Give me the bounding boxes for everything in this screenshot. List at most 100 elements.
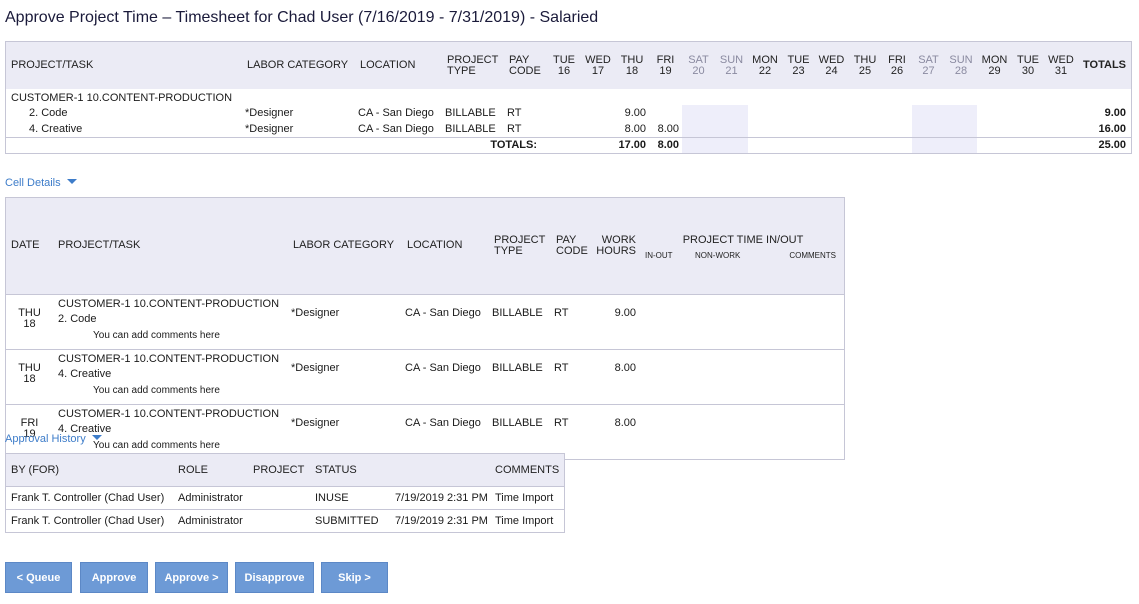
day-hours-cell[interactable] [882, 121, 912, 137]
day-number: 25 [858, 64, 872, 77]
col-location: LOCATION [360, 59, 416, 71]
entry-location: CA - San Diego [405, 306, 481, 319]
cell-detail-row: THU 18 CUSTOMER-1 10.CONTENT-PRODUCTION 2. … [6, 294, 844, 349]
entry-comments [780, 349, 844, 404]
cd-col-labor-category: LABOR CATEGORY [293, 239, 395, 252]
day-hours-cell[interactable] [1044, 105, 1078, 121]
day-hours-cell[interactable] [782, 105, 815, 121]
entry-comments [780, 404, 844, 459]
project-name: CUSTOMER-1 10.CONTENT-PRODUCTION [11, 92, 233, 104]
cell-details-header-row: DATE PROJECT/TASK LABOR CATEGORY LOCATIO… [6, 198, 844, 256]
skip-button[interactable]: Skip > [321, 562, 388, 593]
grand-total: 25.00 [1098, 139, 1126, 152]
approval-history-toggle[interactable]: Approval History [5, 433, 102, 445]
ah-col-date [385, 454, 490, 486]
entry-labor: *Designer [291, 416, 340, 429]
day-hours-cell[interactable] [682, 137, 715, 153]
day-hours-cell[interactable] [715, 105, 748, 121]
day-hours-cell[interactable] [748, 105, 782, 121]
day-hours-cell[interactable] [977, 137, 1012, 153]
day-hours-cell[interactable]: 8.00 [624, 122, 646, 135]
approval-history-label: Approval History [5, 433, 86, 445]
day-hours-cell[interactable] [848, 105, 882, 121]
cd-col-location: LOCATION [407, 239, 463, 252]
day-number: 29 [988, 64, 1001, 77]
day-number: 28 [954, 64, 968, 77]
day-hours-cell[interactable] [581, 137, 615, 153]
entry-location: CA - San Diego [405, 416, 481, 429]
day-hours-cell[interactable] [715, 137, 748, 153]
cell-details-table: DATE PROJECT/TASK LABOR CATEGORY LOCATIO… [5, 197, 845, 460]
col-pay-code: PAY CODE [509, 53, 541, 77]
day-hours-cell[interactable] [682, 121, 715, 137]
row-total: 16.00 [1098, 122, 1126, 135]
day-hours-cell[interactable] [547, 105, 581, 121]
day-hours-cell[interactable]: 8.00 [657, 139, 679, 152]
day-hours-cell[interactable] [1012, 137, 1044, 153]
day-hours-cell[interactable] [547, 121, 581, 137]
day-hours-cell[interactable] [748, 121, 782, 137]
cd-col-project-task: PROJECT/TASK [58, 239, 141, 252]
day-number: 21 [725, 64, 738, 77]
task-name: 2. Code [29, 107, 68, 119]
day-hours-cell[interactable]: 9.00 [624, 107, 646, 119]
day-hours-cell[interactable] [1012, 105, 1044, 121]
queue-button[interactable]: < Queue [5, 562, 72, 593]
approval-comments: Time Import [495, 491, 554, 504]
day-hours-cell[interactable] [815, 105, 848, 121]
day-hours-cell[interactable] [581, 105, 615, 121]
day-hours-cell[interactable] [547, 137, 581, 153]
day-hours-cell[interactable]: 8.00 [657, 122, 679, 135]
day-hours-cell[interactable] [1012, 121, 1044, 137]
entry-hours: 9.00 [614, 306, 636, 319]
approve-button[interactable]: Approve [80, 562, 148, 593]
day-hours-cell[interactable] [649, 105, 682, 121]
entry-labor: *Designer [291, 361, 340, 374]
day-hours-cell[interactable] [848, 137, 882, 153]
cell-details-toggle[interactable]: Cell Details [5, 177, 77, 189]
day-hours-cell[interactable] [782, 137, 815, 153]
day-hours-cell[interactable] [882, 137, 912, 153]
day-hours-cell[interactable] [882, 105, 912, 121]
day-number: 18 [625, 64, 639, 77]
day-hours-cell[interactable] [581, 121, 615, 137]
day-hours-cell[interactable] [848, 121, 882, 137]
day-number: 30 [1021, 64, 1035, 77]
approval-status: SUBMITTED [315, 514, 379, 527]
day-of-week: SAT [688, 53, 709, 66]
day-hours-cell[interactable] [912, 121, 945, 137]
day-hours-cell[interactable]: 17.00 [618, 139, 646, 152]
task-row: 2. Code *Designer CA - San Diego BILLABLE RT… [6, 105, 1131, 121]
day-of-week: THU [620, 53, 644, 66]
day-hours-cell[interactable] [715, 121, 748, 137]
entry-comment[interactable]: You can add comments here [93, 439, 220, 451]
day-hours-cell[interactable] [815, 137, 848, 153]
day-hours-cell[interactable] [815, 121, 848, 137]
day-hours-cell[interactable] [945, 105, 977, 121]
day-hours-cell[interactable] [748, 137, 782, 153]
day-hours-cell[interactable] [977, 121, 1012, 137]
disapprove-button[interactable]: Disapprove [235, 562, 314, 593]
day-hours-cell[interactable] [945, 137, 977, 153]
day-hours-cell[interactable] [912, 137, 945, 153]
day-of-week: SUN [949, 53, 973, 66]
cd-col-comments: COMMENTS [789, 251, 836, 260]
col-day: FRI 19 [649, 42, 682, 89]
entry-day: 18 [23, 317, 36, 330]
day-hours-cell[interactable] [977, 105, 1012, 121]
approve-next-button[interactable]: Approve > [155, 562, 228, 593]
entry-date: THU 18 [6, 294, 53, 349]
day-hours-cell[interactable] [1044, 121, 1078, 137]
day-hours-cell[interactable] [782, 121, 815, 137]
entry-comment[interactable]: You can add comments here [93, 329, 220, 341]
day-hours-cell[interactable] [912, 105, 945, 121]
day-hours-cell[interactable] [945, 121, 977, 137]
col-day: THU 25 [848, 42, 882, 89]
entry-comment[interactable]: You can add comments here [93, 384, 220, 396]
ah-col-role: ROLE [178, 463, 208, 476]
day-hours-cell[interactable] [682, 105, 715, 121]
day-of-week: FRI [888, 53, 906, 66]
day-hours-cell[interactable] [1044, 137, 1078, 153]
day-of-week: THU [853, 53, 877, 66]
row-total: 9.00 [1104, 107, 1126, 119]
